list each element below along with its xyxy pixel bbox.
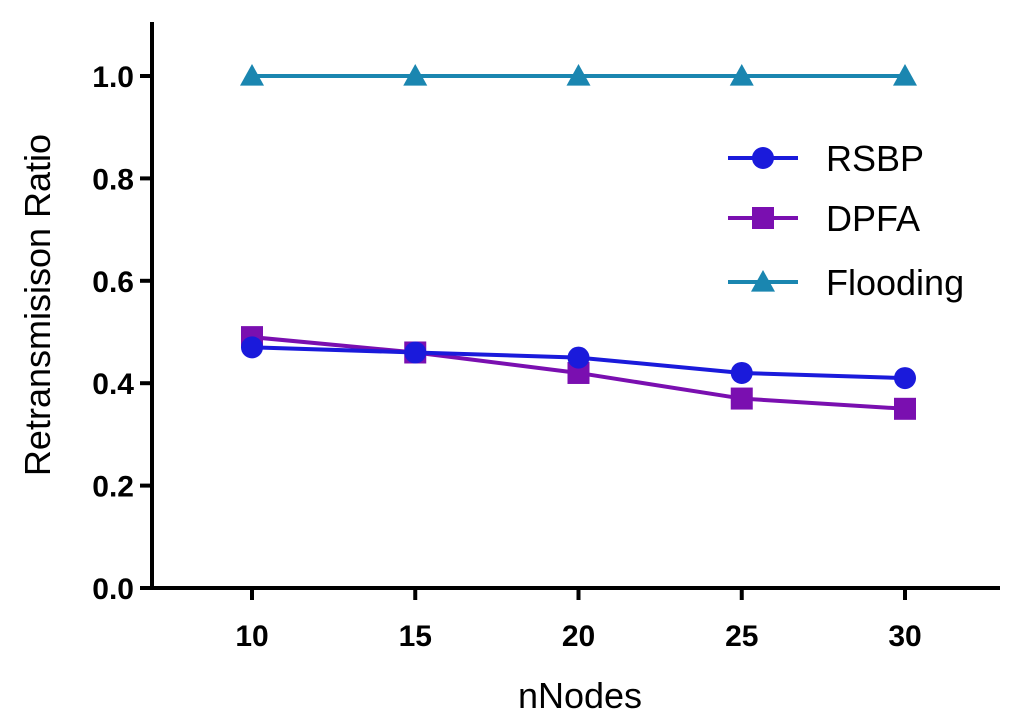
x-tick-label: 30 [888,620,921,653]
legend-marker [752,147,774,169]
legend-marker [751,270,775,292]
x-tick-label: 10 [235,620,268,653]
x-tick-label: 25 [725,620,758,653]
x-axis-title: nNodes [518,675,642,716]
axes: 0.0 0.2 0.4 0.6 0.8 1.0 10 15 20 25 30 [92,22,1000,653]
rsbp-point [567,346,590,369]
y-tick-label: 0.2 [92,471,134,504]
legend-label: Flooding [826,262,964,303]
dpfa-point [567,361,590,384]
flooding-point [240,64,264,86]
legend-item-dpfa: DPFA [728,198,920,239]
y-tick-label: 0.4 [92,368,134,401]
dpfa-point [894,397,916,420]
y-tick-label: 0.6 [92,266,134,299]
x-tick-label: 15 [399,620,432,653]
legend-label: RSBP [826,138,924,179]
flooding-point [566,64,591,86]
y-axis-title: Retransmisison Ratio [17,134,58,476]
flooding-point [893,64,917,86]
series-flooding [240,64,917,86]
series-layer [240,64,917,420]
y-tick-label: 0.8 [92,163,134,196]
legend: RSBP DPFA Flooding [728,138,964,303]
y-tick-label: 0.0 [92,573,134,606]
y-tick-label: 1.0 [92,61,134,94]
series-dpfa [241,326,916,420]
rsbp-point [730,361,753,384]
legend-marker [752,207,774,229]
x-tick-label: 20 [562,620,595,653]
rsbp-point [404,341,427,364]
flooding-point [729,64,754,86]
series-rsbp [241,336,916,390]
legend-label: DPFA [826,198,920,239]
rsbp-point [894,367,916,390]
legend-item-flooding: Flooding [728,262,964,303]
legend-item-rsbp: RSBP [728,138,924,179]
dpfa-point [730,387,753,410]
flooding-point [403,64,428,86]
rsbp-point [241,336,263,359]
